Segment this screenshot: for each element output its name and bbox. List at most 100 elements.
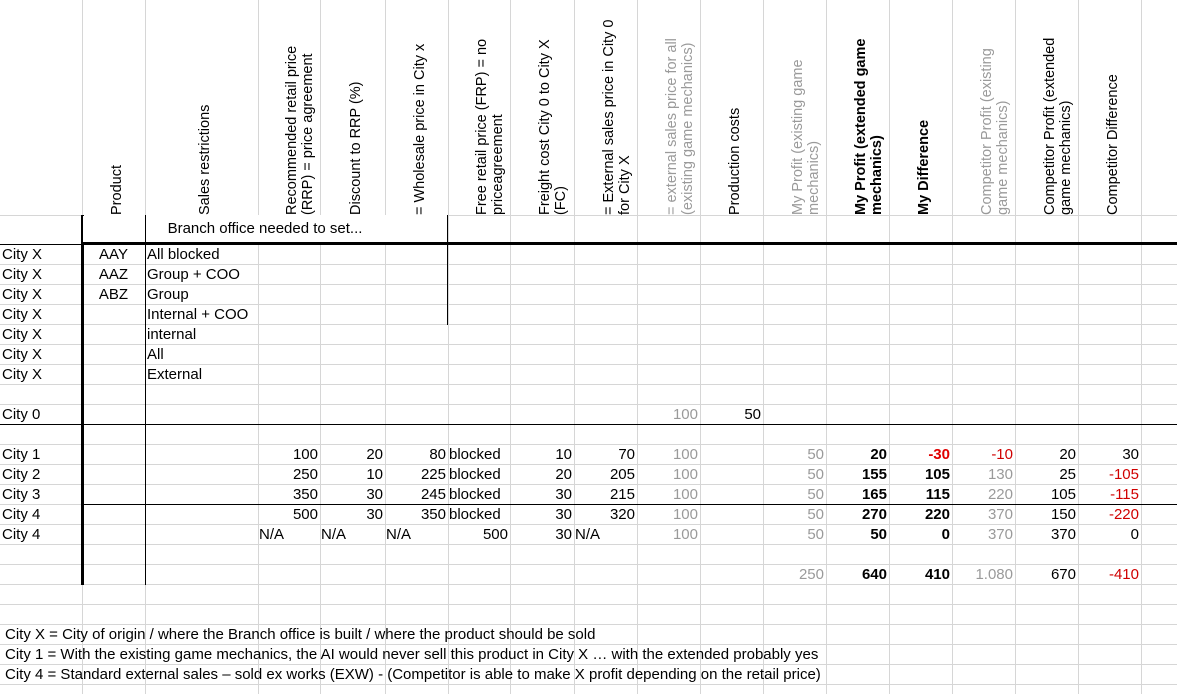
total-cell: 410 [924,566,950,583]
gridline-h [0,444,1177,445]
value-cell: N/A [575,526,601,543]
restriction-cell: Internal + COO [147,306,249,323]
city-cell: City X [2,326,43,343]
value-cell: N/A [321,526,347,543]
column-header-label: Competitor Profit (extended game mechani… [1041,37,1074,215]
column-header-label: = Wholesale price in City x [411,43,428,215]
column-header-label: Freight cost City 0 to City X (FC) [537,39,569,215]
city-cell: City X [2,286,43,303]
restriction-cell: External [147,366,203,383]
value-cell: 10 [366,466,383,483]
value-cell: blocked [449,506,501,523]
value-cell: 20 [366,446,383,463]
gridline-v [574,0,575,694]
value-cell: 220 [987,486,1013,503]
value-cell: 20 [1059,446,1076,463]
value-cell: 100 [672,526,698,543]
restriction-cell: All blocked [147,246,220,263]
value-cell: 215 [609,486,635,503]
column-header: Competitor Difference [1078,5,1141,215]
value-cell: 500 [482,526,508,543]
border-box [81,215,84,585]
column-header-label: My Profit (existing game mechanics) [789,59,822,215]
product-cell: AAZ [98,266,129,283]
city-cell: City 3 [2,486,41,503]
total-cell: 250 [798,566,824,583]
gridline-h [0,604,1177,605]
value-cell: 250 [292,466,318,483]
value-cell: -220 [1108,506,1139,523]
column-header-label: My Difference [915,119,932,215]
gridline-h [0,344,1177,345]
restriction-cell: Group [147,286,189,303]
column-header: = External sales price in City 0 for Cit… [574,5,637,215]
gridline-v [889,0,890,694]
gridline-v [258,0,259,694]
column-header: Recommended retail price (RRP) = price a… [258,5,320,215]
column-header-label: Production costs [726,107,743,215]
gridline-h [0,484,1177,485]
value-cell: 100 [672,486,698,503]
gridline-v [1141,0,1142,694]
value-cell: 370 [1050,526,1076,543]
value-cell: 370 [987,506,1013,523]
border-box [0,424,1177,425]
value-cell: 30 [366,506,383,523]
value-cell: 50 [807,506,824,523]
gridline-h [0,364,1177,365]
value-cell: 350 [420,506,446,523]
column-header: Competitor Profit (existing game mechani… [952,5,1015,215]
value-cell: 25 [1059,466,1076,483]
column-header-label: My Profit (extended game mechanics) [852,38,885,215]
value-cell: 30 [1122,446,1139,463]
gridline-h [0,524,1177,525]
restriction-cell: Group + COO [147,266,240,283]
gridline-v [637,0,638,694]
gridline-h [0,584,1177,585]
column-header-label: = External sales price in City 0 for Cit… [600,19,633,215]
value-cell: 270 [861,506,887,523]
gridline-h [0,404,1177,405]
gridline-h [0,564,1177,565]
gridline-h [0,544,1177,545]
column-header-label: Competitor Difference [1104,74,1121,215]
note-line: City 1 = With the existing game mechanic… [5,646,819,663]
gridline-v [826,0,827,694]
border-box [0,244,82,245]
gridline-h [0,464,1177,465]
value-cell: blocked [449,446,501,463]
gridline-v [952,0,953,694]
value-cell: 10 [555,446,572,463]
value-cell: 0 [1130,526,1139,543]
column-header: Production costs [700,5,763,215]
gridline-h [0,304,1177,305]
value-cell: 20 [555,466,572,483]
column-header: My Profit (existing game mechanics) [763,5,826,215]
value-cell: 30 [555,526,572,543]
value-cell: 350 [292,486,318,503]
production-cost-cell: 50 [744,406,761,423]
column-header-label: = external sales price for all (existing… [663,38,696,215]
column-header: = Wholesale price in City x [385,5,448,215]
city-cell: City 4 [2,526,41,543]
value-cell: 100 [672,466,698,483]
gridline-h [0,264,1177,265]
value-cell: -105 [1108,466,1139,483]
city-cell: City 4 [2,506,41,523]
value-cell: 30 [555,506,572,523]
column-header: Product [82,5,145,215]
value-cell: 50 [870,526,887,543]
border-box [145,215,146,585]
gridline-h [0,664,1177,665]
total-cell: 1.080 [975,566,1013,583]
value-cell: 70 [618,446,635,463]
gridline-h [0,215,1177,216]
border-box [447,215,448,325]
product-cell: ABZ [98,286,129,303]
value-cell: 150 [1050,506,1076,523]
value-cell: 50 [807,526,824,543]
value-cell: 155 [861,466,887,483]
value-cell: 100 [672,446,698,463]
city-cell: City X [2,266,43,283]
